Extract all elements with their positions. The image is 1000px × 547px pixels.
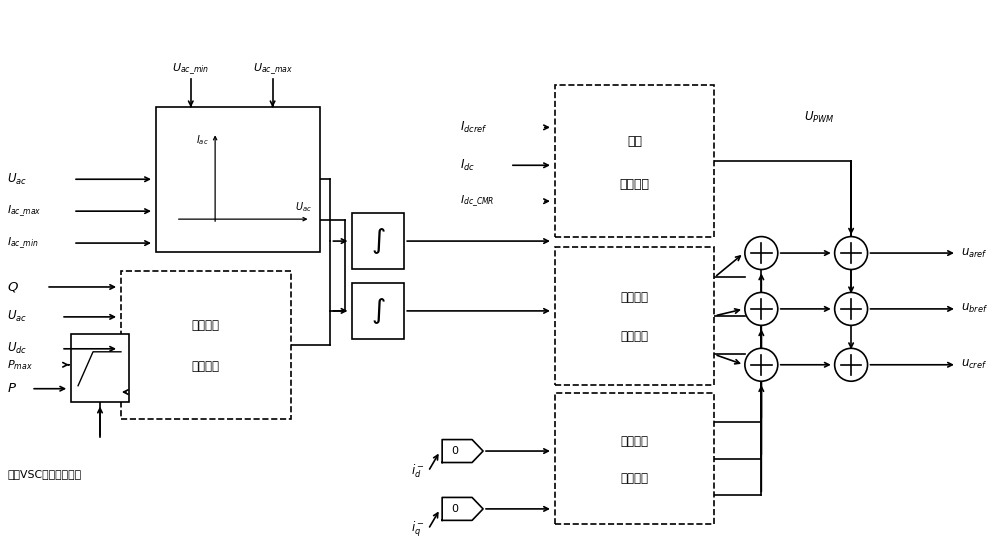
Text: 控制系统: 控制系统 — [621, 472, 649, 485]
Text: 负序电流: 负序电流 — [621, 435, 649, 448]
Bar — [352, 283, 404, 339]
Text: $I_{ac\_max}$: $I_{ac\_max}$ — [7, 203, 42, 219]
Text: $u_{cref}$: $u_{cref}$ — [961, 358, 987, 371]
Text: $P$: $P$ — [7, 382, 17, 395]
Circle shape — [835, 293, 868, 325]
Polygon shape — [442, 440, 483, 463]
Text: $U_{PWM}$: $U_{PWM}$ — [804, 110, 835, 125]
Text: $I_{ac}$: $I_{ac}$ — [196, 133, 209, 147]
Text: $I_{dc\_CMR}$: $I_{dc\_CMR}$ — [460, 194, 495, 209]
Text: 0: 0 — [451, 446, 458, 456]
Text: $I_{dc}$: $I_{dc}$ — [460, 158, 475, 173]
Bar — [352, 213, 404, 269]
Circle shape — [745, 293, 778, 325]
Text: $P_{max}$: $P_{max}$ — [7, 358, 33, 371]
Text: $U_{ac\_max}$: $U_{ac\_max}$ — [253, 62, 293, 78]
Text: 控制系统: 控制系统 — [192, 360, 220, 374]
Text: 0: 0 — [451, 504, 458, 514]
Text: 另一VSC交流故障信号: 另一VSC交流故障信号 — [7, 469, 81, 480]
Text: $\int$: $\int$ — [371, 226, 386, 256]
Text: $i_q^-$: $i_q^-$ — [411, 520, 425, 539]
Bar — [555, 393, 714, 525]
Text: $I_{dcref}$: $I_{dcref}$ — [460, 120, 488, 135]
Text: $U_{ac\_min}$: $U_{ac\_min}$ — [172, 62, 209, 78]
Text: 控制系统: 控制系统 — [621, 330, 649, 343]
Circle shape — [835, 348, 868, 381]
Text: 直流: 直流 — [627, 135, 642, 148]
Bar — [71, 334, 129, 401]
Bar — [555, 247, 714, 385]
Text: $U_{ac}$: $U_{ac}$ — [295, 200, 311, 214]
Text: $U_{dc}$: $U_{dc}$ — [7, 341, 27, 356]
Text: $\int$: $\int$ — [371, 296, 386, 326]
Circle shape — [835, 237, 868, 270]
Circle shape — [745, 348, 778, 381]
Text: $U_{ac}$: $U_{ac}$ — [7, 172, 27, 187]
Text: $I_{ac\_min}$: $I_{ac\_min}$ — [7, 235, 39, 251]
Bar — [555, 85, 714, 237]
Circle shape — [745, 237, 778, 270]
Text: $i_d^-$: $i_d^-$ — [411, 463, 425, 480]
Bar — [121, 271, 291, 418]
Text: $Q$: $Q$ — [7, 280, 19, 294]
Bar — [156, 107, 320, 252]
Text: $u_{aref}$: $u_{aref}$ — [961, 247, 988, 260]
Text: 功率外环: 功率外环 — [192, 319, 220, 332]
Text: $u_{bref}$: $u_{bref}$ — [961, 302, 988, 316]
Polygon shape — [442, 497, 483, 520]
Text: 调制系统: 调制系统 — [620, 178, 650, 190]
Text: $U_{ac}$: $U_{ac}$ — [7, 310, 27, 324]
Text: 正序电流: 正序电流 — [621, 292, 649, 305]
